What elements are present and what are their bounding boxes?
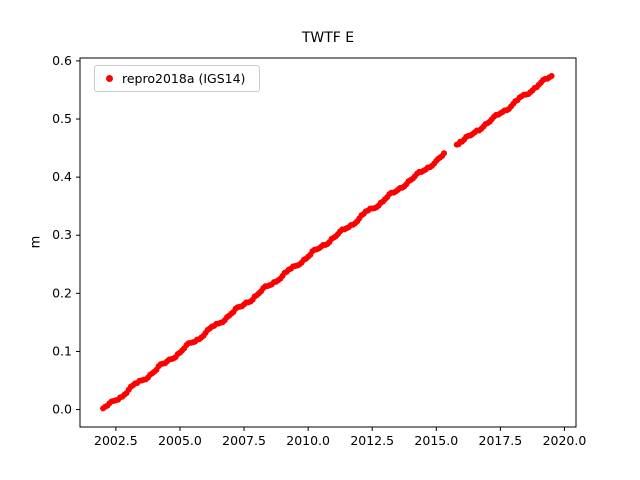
x-tick-label: 2020.0 xyxy=(543,433,587,448)
y-axis-label: m xyxy=(28,235,44,249)
x-tick-label: 2007.5 xyxy=(222,433,266,448)
x-tick-label: 2012.5 xyxy=(350,433,394,448)
y-tick-label: 0.6 xyxy=(52,53,72,68)
x-tick-label: 2015.0 xyxy=(414,433,458,448)
x-tick-label: 2005.0 xyxy=(158,433,202,448)
legend-marker-dot xyxy=(106,75,113,82)
chart-title: TWTF E xyxy=(301,30,355,46)
x-tick-label: 2017.5 xyxy=(479,433,523,448)
axes-box xyxy=(79,57,577,428)
legend: repro2018a (IGS14) xyxy=(94,65,261,92)
scatter-series xyxy=(100,73,555,412)
y-tick-label: 0.2 xyxy=(52,285,72,300)
y-tick-label: 0.1 xyxy=(52,343,72,358)
y-tick-label: 0.3 xyxy=(52,227,72,242)
data-point xyxy=(441,150,447,157)
y-tick-label: 0.4 xyxy=(52,169,72,184)
legend-label: repro2018a (IGS14) xyxy=(122,71,246,86)
x-tick-label: 2002.5 xyxy=(94,433,138,448)
y-tick-label: 0.5 xyxy=(52,111,72,126)
data-point xyxy=(548,73,555,79)
y-tick-label: 0.0 xyxy=(52,402,72,417)
x-tick-label: 2010.0 xyxy=(286,433,330,448)
